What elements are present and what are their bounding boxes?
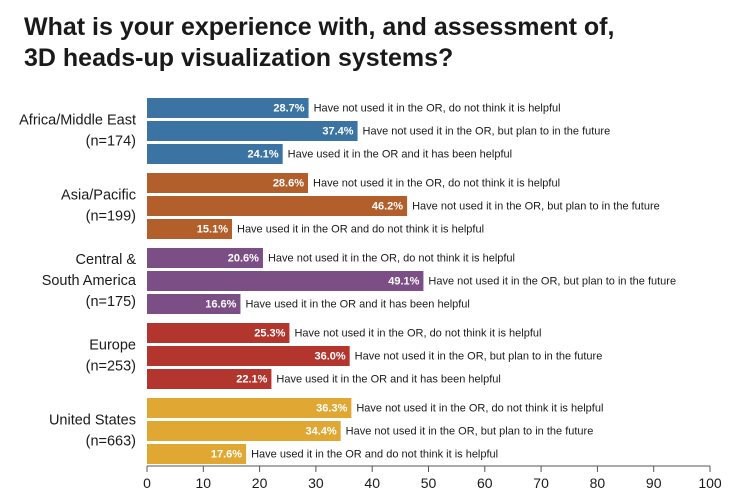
bar-value-label: 28.7% [273,102,304,114]
bar [147,294,241,314]
x-tick-label: 10 [196,475,212,491]
group-sample-size: (n=175) [86,294,136,310]
bar-category-label: Have not used it in the OR, but plan to … [355,350,603,362]
group-label: Europe [89,337,136,353]
bar [147,346,350,366]
group-sample-size: (n=199) [86,208,136,224]
x-tick-label: 80 [590,475,606,491]
bar-category-label: Have used it in the OR and do not think … [251,448,498,460]
bar-value-label: 36.3% [316,402,347,414]
bar-value-label: 17.6% [211,448,242,460]
bar [147,121,358,141]
x-tick-label: 50 [421,475,437,491]
group-label: Central & [76,252,137,268]
bar [147,444,247,464]
bar-category-label: Have not used it in the OR, but plan to … [428,275,676,287]
x-tick-label: 90 [646,475,662,491]
x-tick-label: 40 [364,475,380,491]
bar-category-label: Have not used it in the OR, do not think… [313,177,560,189]
group-sample-size: (n=253) [86,358,136,374]
bar-category-label: Have not used it in the OR, but plan to … [363,125,611,137]
bar [147,271,424,291]
bar-value-label: 25.3% [254,327,285,339]
bar-category-label: Have used it in the OR and it has been h… [245,298,469,310]
x-tick-label: 0 [143,475,151,491]
group-label: South America [42,273,137,289]
bar-value-label: 37.4% [322,125,353,137]
bar-category-label: Have not used it in the OR, do not think… [294,327,541,339]
bar [147,323,290,343]
bar-value-label: 28.6% [273,177,304,189]
chart-title-line-2: 3D heads-up visualization systems? [24,44,454,72]
x-tick-label: 70 [533,475,549,491]
group-label: Africa/Middle East [19,112,136,128]
bar-category-label: Have not used it in the OR, but plan to … [412,200,660,212]
bar-value-label: 49.1% [388,275,419,287]
bar [147,219,233,239]
group-label: Asia/Pacific [61,187,136,203]
bar-value-label: 34.4% [305,425,336,437]
x-tick-label: 100 [698,475,722,491]
chart-title: What is your experience with, and assess… [24,12,614,74]
bar-value-label: 46.2% [372,200,403,212]
bar-category-label: Have used it in the OR and do not think … [237,223,484,235]
bar [147,98,309,118]
bar-category-label: Have not used it in the OR, but plan to … [346,425,594,437]
bar [147,398,352,418]
group-sample-size: (n=663) [86,433,136,449]
bar [147,421,341,441]
chart-title-line-1: What is your experience with, and assess… [24,13,615,41]
group-sample-size: (n=174) [86,133,136,149]
bar-value-label: 15.1% [197,223,228,235]
x-tick-label: 30 [308,475,324,491]
x-tick-label: 60 [477,475,493,491]
bar-category-label: Have not used it in the OR, do not think… [356,402,603,414]
bar [147,196,408,216]
bar [147,173,309,193]
bar-category-label: Have not used it in the OR, do not think… [314,102,561,114]
bar-value-label: 36.0% [314,350,345,362]
bar-value-label: 24.1% [247,148,278,160]
bar-category-label: Have not used it in the OR, do not think… [268,252,515,264]
bar [147,369,272,389]
bar-value-label: 22.1% [236,373,267,385]
x-tick-label: 20 [252,475,268,491]
bar-value-label: 20.6% [228,252,259,264]
bar [147,248,263,268]
bar [147,144,283,164]
bar-category-label: Have used it in the OR and it has been h… [276,373,500,385]
bar-category-label: Have used it in the OR and it has been h… [288,148,512,160]
bar-value-label: 16.6% [205,298,236,310]
group-label: United States [49,412,136,428]
